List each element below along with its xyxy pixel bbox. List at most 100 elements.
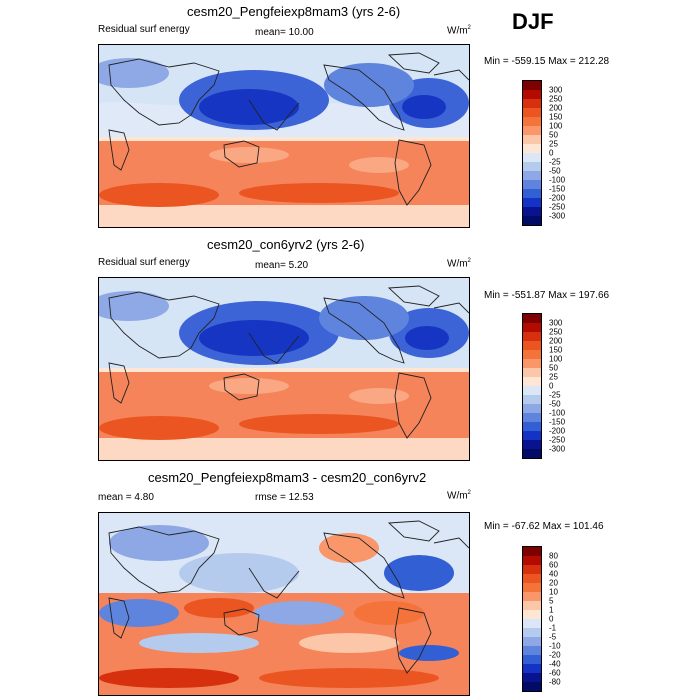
colorbar-tick-label: -300 xyxy=(549,444,566,454)
colorbar-tick-label: 250 xyxy=(549,94,563,104)
panel-3-map xyxy=(98,512,470,696)
colorbar-segment xyxy=(523,619,541,628)
colorbar-segment xyxy=(523,108,541,117)
panel-1-units: W/m2 xyxy=(447,25,471,37)
colorbar-segment xyxy=(523,314,541,323)
colorbar-tick-label: 10 xyxy=(549,587,558,597)
panel-1-min-max: Min = -559.15 Max = 212.28 xyxy=(484,56,610,67)
colorbar-segment xyxy=(523,377,541,386)
panel-3-colorbar: 80 60 40 20 10 5 1 0 -1 -5 -10 -20 -40 -60 -80 xyxy=(522,546,561,692)
colorbar-tick-label: -150 xyxy=(549,184,566,194)
colorbar-segment xyxy=(523,449,541,458)
colorbar-segment xyxy=(523,601,541,610)
colorbar-tick-label: -250 xyxy=(549,202,566,212)
colorbar-tick-label: -5 xyxy=(549,632,557,642)
colorbar-segment xyxy=(523,90,541,99)
colorbar-tick-label: -20 xyxy=(549,650,561,660)
colorbar-tick-label: 60 xyxy=(549,560,558,570)
colorbar-tick-label: 250 xyxy=(549,327,563,337)
colorbar-tick-label: -25 xyxy=(549,157,561,167)
colorbar-tick-label: -200 xyxy=(549,426,566,436)
colorbar-tick-label: -200 xyxy=(549,193,566,203)
panel-2-title: cesm20_con6yrv2 (yrs 2-6) xyxy=(207,237,365,252)
colorbar-segment xyxy=(523,556,541,565)
panel-1-map xyxy=(98,44,470,228)
colorbar-segment xyxy=(523,440,541,449)
colorbar-segment xyxy=(523,180,541,189)
colorbar-segment xyxy=(523,99,541,108)
colorbar-tick-label: -80 xyxy=(549,677,561,687)
panel-2-units: W/m2 xyxy=(447,258,471,270)
panel-1-colorbar: 300 250 200 150 100 50 25 0 -25 -50 -100 -150 -200 -2… xyxy=(522,80,565,226)
colorbar-tick-label: -300 xyxy=(549,211,566,221)
colorbar-segment xyxy=(523,655,541,664)
colorbar-segment xyxy=(523,673,541,682)
colorbar-tick-label: 0 xyxy=(549,614,554,624)
colorbar-segment xyxy=(523,171,541,180)
colorbar-tick-label: 200 xyxy=(549,103,563,113)
colorbar-tick-label: 1 xyxy=(549,605,554,615)
panel-3-units: W/m2 xyxy=(447,490,471,502)
colorbar-tick-label: 150 xyxy=(549,112,563,122)
panel-2-min-max: Min = -551.87 Max = 197.66 xyxy=(484,290,610,301)
panel-2-variable-label: Residual surf energy xyxy=(98,257,190,268)
colorbar-tick-label: 50 xyxy=(549,130,558,140)
colorbar-tick-label: -10 xyxy=(549,641,561,651)
colorbar-tick-label: -60 xyxy=(549,668,561,678)
colorbar-segment xyxy=(523,664,541,673)
panel-2-colorbar: 300 250 200 150 100 50 25 0 -25 -50 -100 -150 -200 -2… xyxy=(522,313,565,459)
colorbar-segment xyxy=(523,386,541,395)
colorbar-segment xyxy=(523,547,541,556)
colorbar-tick-label: -100 xyxy=(549,408,566,418)
colorbar-tick-label: -50 xyxy=(549,399,561,409)
colorbar-tick-label: -100 xyxy=(549,175,566,185)
colorbar-tick-label: -50 xyxy=(549,166,561,176)
panel-1-title: cesm20_Pengfeiexp8mam3 (yrs 2-6) xyxy=(187,4,401,19)
panel-3-mean-label: mean = 4.80 xyxy=(98,492,154,503)
colorbar-segment xyxy=(523,565,541,574)
colorbar-segment xyxy=(523,610,541,619)
colorbar-tick-label: 100 xyxy=(549,354,563,364)
colorbar-segment xyxy=(523,404,541,413)
colorbar-segment xyxy=(523,144,541,153)
colorbar-segment xyxy=(523,592,541,601)
colorbar-segment xyxy=(523,628,541,637)
colorbar-segment xyxy=(523,117,541,126)
colorbar-tick-label: -250 xyxy=(549,435,566,445)
colorbar-tick-label: 0 xyxy=(549,381,554,391)
colorbar-segment xyxy=(523,207,541,216)
colorbar-tick-label: 25 xyxy=(549,139,558,149)
colorbar-segment xyxy=(523,162,541,171)
colorbar-tick-label: 200 xyxy=(549,336,563,346)
colorbar-segment xyxy=(523,359,541,368)
colorbar-segment xyxy=(523,81,541,90)
colorbar-segment xyxy=(523,126,541,135)
colorbar-tick-label: 300 xyxy=(549,85,563,95)
colorbar-tick-label: -40 xyxy=(549,659,561,669)
colorbar-segment xyxy=(523,153,541,162)
colorbar-segment xyxy=(523,413,541,422)
colorbar-tick-label: -25 xyxy=(549,390,561,400)
colorbar-tick-label: 5 xyxy=(549,596,554,606)
colorbar-tick-label: 150 xyxy=(549,345,563,355)
panel-1-variable-label: Residual surf energy xyxy=(98,24,190,35)
colorbar-segment xyxy=(523,637,541,646)
colorbar-segment xyxy=(523,350,541,359)
colorbar-segment xyxy=(523,368,541,377)
panel-2-mean-label: mean= 5.20 xyxy=(255,260,309,271)
colorbar-segment xyxy=(523,135,541,144)
colorbar-segment xyxy=(523,395,541,404)
colorbar-segment xyxy=(523,198,541,207)
colorbar-segment xyxy=(523,332,541,341)
colorbar-tick-label: 25 xyxy=(549,372,558,382)
colorbar-tick-label: 80 xyxy=(549,551,558,561)
panel-3-min-max: Min = -67.62 Max = 101.46 xyxy=(484,521,604,532)
colorbar-tick-label: 0 xyxy=(549,148,554,158)
colorbar-segment xyxy=(523,431,541,440)
colorbar-segment xyxy=(523,422,541,431)
colorbar-tick-label: 20 xyxy=(549,578,558,588)
panel-3-title: cesm20_Pengfeiexp8mam3 - cesm20_con6yrv2 xyxy=(148,470,427,485)
colorbar-tick-label: 40 xyxy=(549,569,558,579)
colorbar-segment xyxy=(523,682,541,691)
colorbar-tick-label: -150 xyxy=(549,417,566,427)
